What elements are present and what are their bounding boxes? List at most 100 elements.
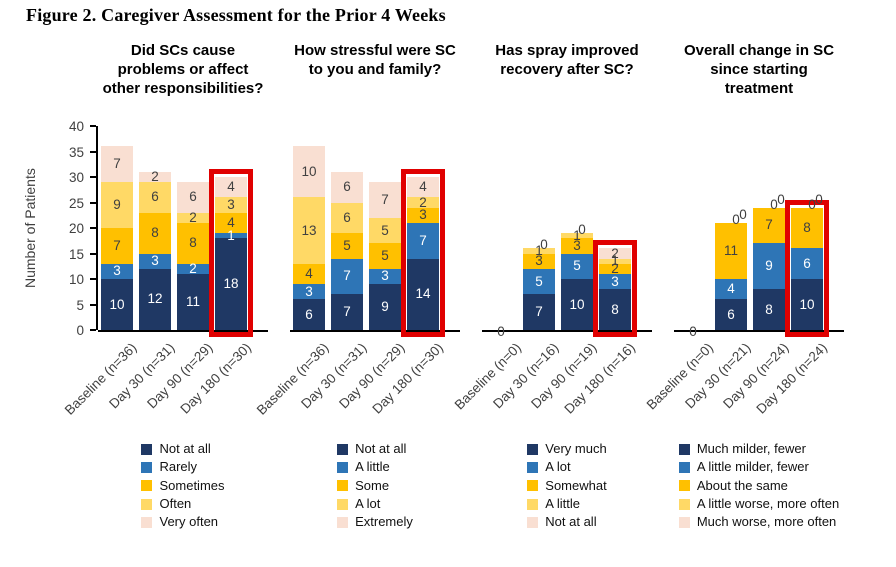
bar-segment <box>331 258 363 295</box>
bar-segment <box>101 182 133 229</box>
bar-segment <box>293 284 325 300</box>
y-tick-label: 5 <box>76 297 84 313</box>
x-tick-label: Day 180 (n=30) <box>176 340 254 417</box>
bar <box>209 169 253 337</box>
x-tick-label: Day 180 (n=16) <box>560 340 638 417</box>
bar-segment <box>753 289 785 330</box>
legend-label: Sometimes <box>159 477 225 493</box>
legend-swatch <box>337 498 349 510</box>
bar-slot: 0 <box>485 126 517 339</box>
panels-row: Did SCs cause problems or affect other r… <box>62 42 844 533</box>
bar <box>523 248 555 330</box>
panel-title: How stressful were SC to you and family? <box>294 42 456 78</box>
bar <box>331 171 363 330</box>
legend-label: Often <box>159 495 192 511</box>
panel-4: Overall change in SC since starting trea… <box>643 42 844 533</box>
y-tick-mark <box>90 227 96 229</box>
legend-swatch <box>141 498 153 510</box>
legend-label: Not at all <box>355 441 407 456</box>
x-labels: Baseline (n=0) Day 30 (n=21) Day 90 (n=24)… <box>643 332 844 436</box>
legend-item: Some <box>337 477 413 493</box>
x-tick-label: Baseline (n=0) <box>451 340 524 413</box>
legend-label: Not at all <box>545 514 597 530</box>
bar-segment <box>561 238 593 254</box>
legend-label: A lot <box>545 459 571 475</box>
bars-group: 6 3 4 13 10 7 7 5 6 6 9 3 5 5 7 14 7 3 2 4 <box>290 126 460 337</box>
legend-item: A little <box>337 459 413 475</box>
panel-title: Overall change in SC since starting trea… <box>683 42 835 97</box>
legend-item: Not at all <box>337 441 413 456</box>
highlight-box <box>593 240 637 337</box>
bar-segment <box>331 233 363 259</box>
bar-segment <box>101 228 133 264</box>
legend-item: About the same <box>678 478 839 493</box>
bars-group: 10 3 7 9 7 12 3 8 6 2 11 2 8 2 6 18 1 4 3 4 <box>98 126 268 337</box>
legend-item: Much worse, more often <box>678 514 839 529</box>
legend-label: A little <box>355 459 390 475</box>
bar-slot: 10 5 3 1 0 <box>561 126 593 330</box>
bar-segment <box>139 182 171 213</box>
bar <box>561 233 593 330</box>
legend-label: Not at all <box>159 441 211 456</box>
legend-swatch <box>337 516 349 528</box>
bar-segment <box>293 263 325 285</box>
legend-swatch <box>527 498 539 510</box>
y-tick-label: 20 <box>68 221 84 236</box>
legend-swatch <box>141 480 153 492</box>
bar <box>293 146 325 330</box>
highlight-box <box>785 199 829 337</box>
bar-segment <box>101 263 133 279</box>
bar <box>101 146 133 330</box>
legend-item: Not at all <box>527 514 606 530</box>
bar-segment <box>177 212 209 223</box>
bar-segment <box>215 233 247 239</box>
legend-label: Very often <box>159 514 219 530</box>
bar <box>715 222 747 330</box>
bar-segment <box>561 279 593 330</box>
bar-segment <box>101 279 133 330</box>
x-tick-label: Day 180 (n=24) <box>752 340 830 417</box>
bar-segment <box>215 177 247 198</box>
bar-segment <box>369 243 401 269</box>
legend-item: Often <box>141 495 224 511</box>
x-tick-label: Day 180 (n=30) <box>368 340 446 417</box>
bar-segment <box>753 243 785 290</box>
legend-item: Very often <box>141 514 224 530</box>
bar-segment <box>407 197 439 208</box>
plot-area: 10 3 7 9 7 12 3 8 6 2 11 2 8 2 6 18 1 4 3 4 <box>98 126 268 337</box>
legend-label: A little worse, more often <box>696 495 840 511</box>
legend-label: Somewhat <box>545 477 607 493</box>
legend-label: A little milder, fewer <box>696 459 809 475</box>
bar-segment <box>139 253 171 269</box>
bar-segment <box>215 238 247 330</box>
panel-2: How stressful were SC to you and family?… <box>254 42 460 533</box>
bar-segment <box>561 253 593 279</box>
highlight-box <box>209 169 253 337</box>
legend-swatch <box>527 461 539 473</box>
bar-segment <box>177 182 209 213</box>
bar-segment <box>331 294 363 330</box>
bar <box>785 199 829 337</box>
highlight-box <box>401 169 445 337</box>
bar-segment <box>293 146 325 198</box>
bar-segment <box>599 258 631 264</box>
legend-item: A little worse, more often <box>678 495 840 511</box>
legend-swatch <box>678 480 690 492</box>
bar-segment <box>369 284 401 330</box>
bar <box>139 171 171 330</box>
y-tick-mark <box>90 329 96 331</box>
y-tick-mark <box>90 303 96 306</box>
bar-slot: 18 1 4 3 4 <box>209 126 253 337</box>
bar-segment <box>599 263 631 274</box>
legend-swatch <box>141 516 153 528</box>
legend-item: Not at all <box>141 441 224 456</box>
bar-segment <box>369 182 401 218</box>
legend-label: Some <box>355 477 390 493</box>
legend-item: Rarely <box>141 459 224 474</box>
legend-swatch <box>337 480 349 492</box>
y-tick-label: 30 <box>68 170 84 185</box>
bar-slot: 11 2 8 2 6 <box>177 126 209 330</box>
bar-segment <box>599 289 631 330</box>
bar-segment <box>331 171 363 203</box>
